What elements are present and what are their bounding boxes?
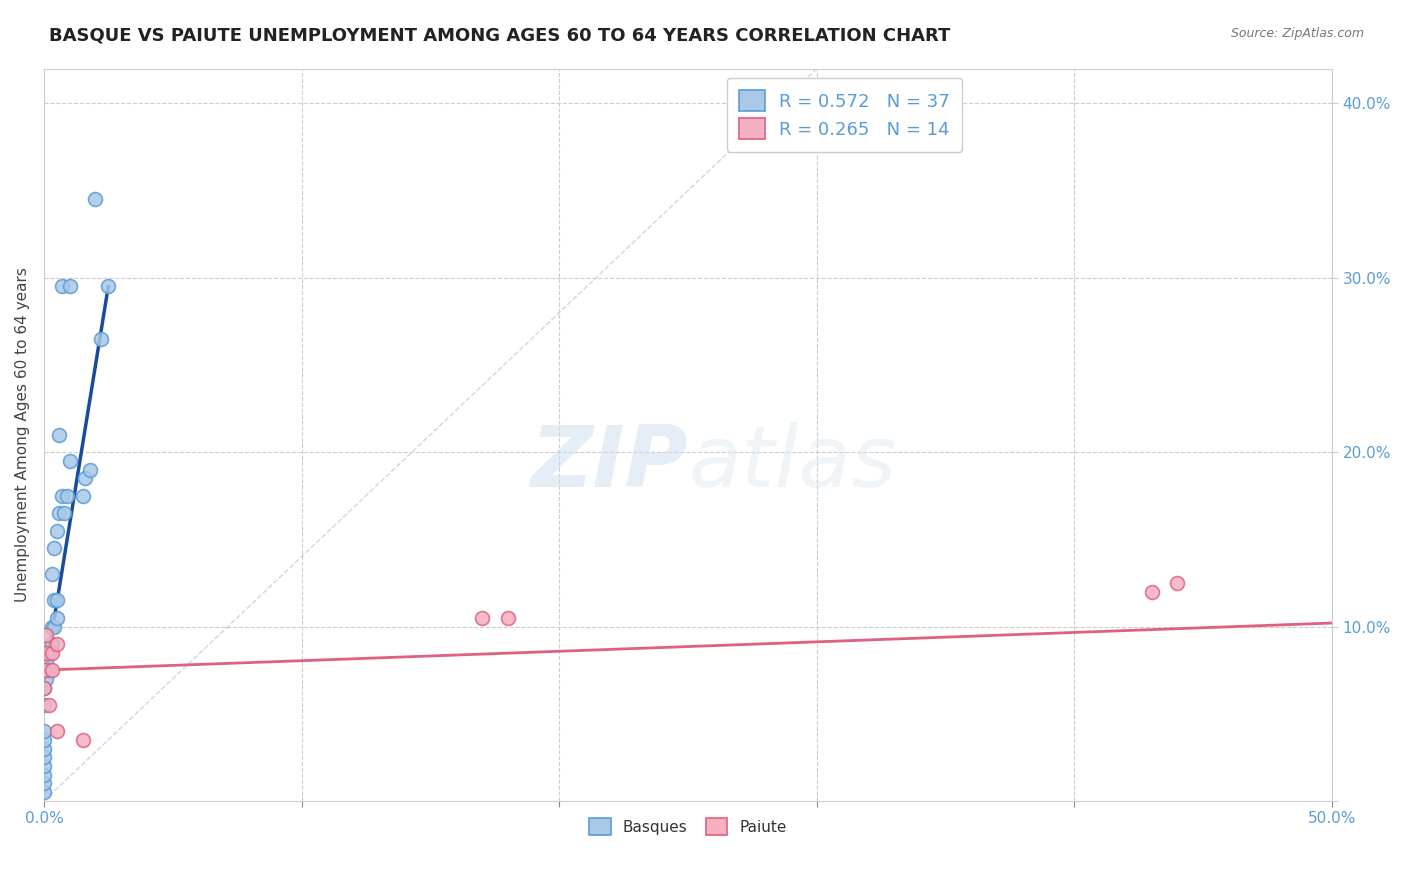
Point	[45, 637, 67, 651]
Text: BASQUE VS PAIUTE UNEMPLOYMENT AMONG AGES 60 TO 64 YEARS CORRELATION CHART: BASQUE VS PAIUTE UNEMPLOYMENT AMONG AGES…	[49, 27, 950, 45]
Point	[1166, 575, 1188, 590]
Point	[75, 471, 97, 485]
Point	[56, 489, 79, 503]
Point	[32, 724, 55, 739]
Point	[84, 192, 107, 206]
Point	[32, 776, 55, 790]
Point	[41, 646, 63, 660]
Point	[41, 637, 63, 651]
Point	[45, 524, 67, 538]
Point	[35, 672, 58, 686]
Point	[32, 663, 55, 677]
Point	[79, 462, 101, 476]
Point	[32, 698, 55, 712]
Point	[59, 279, 82, 293]
Point	[48, 427, 70, 442]
Point	[32, 750, 55, 764]
Point	[72, 489, 94, 503]
Point	[32, 681, 55, 695]
Point	[53, 506, 76, 520]
Point	[38, 646, 60, 660]
Point	[45, 593, 67, 607]
Legend: Basques, Paiute: Basques, Paiute	[581, 808, 796, 845]
Point	[44, 593, 66, 607]
Point	[32, 741, 55, 756]
Y-axis label: Unemployment Among Ages 60 to 64 years: Unemployment Among Ages 60 to 64 years	[15, 268, 30, 602]
Point	[32, 681, 55, 695]
Point	[35, 654, 58, 668]
Text: Source: ZipAtlas.com: Source: ZipAtlas.com	[1230, 27, 1364, 40]
Point	[97, 279, 120, 293]
Point	[35, 628, 58, 642]
Point	[32, 759, 55, 773]
Point	[51, 279, 73, 293]
Point	[38, 698, 60, 712]
Point	[41, 619, 63, 633]
Point	[44, 619, 66, 633]
Point	[471, 611, 494, 625]
Point	[41, 567, 63, 582]
Point	[32, 732, 55, 747]
Point	[32, 785, 55, 799]
Point	[496, 611, 519, 625]
Point	[48, 506, 70, 520]
Point	[90, 332, 112, 346]
Text: ZIP: ZIP	[530, 423, 688, 506]
Point	[51, 489, 73, 503]
Point	[1140, 584, 1163, 599]
Point	[38, 663, 60, 677]
Point	[45, 724, 67, 739]
Point	[41, 663, 63, 677]
Point	[72, 732, 94, 747]
Text: atlas: atlas	[688, 423, 896, 506]
Point	[35, 646, 58, 660]
Point	[44, 541, 66, 555]
Point	[59, 454, 82, 468]
Point	[45, 611, 67, 625]
Point	[32, 768, 55, 782]
